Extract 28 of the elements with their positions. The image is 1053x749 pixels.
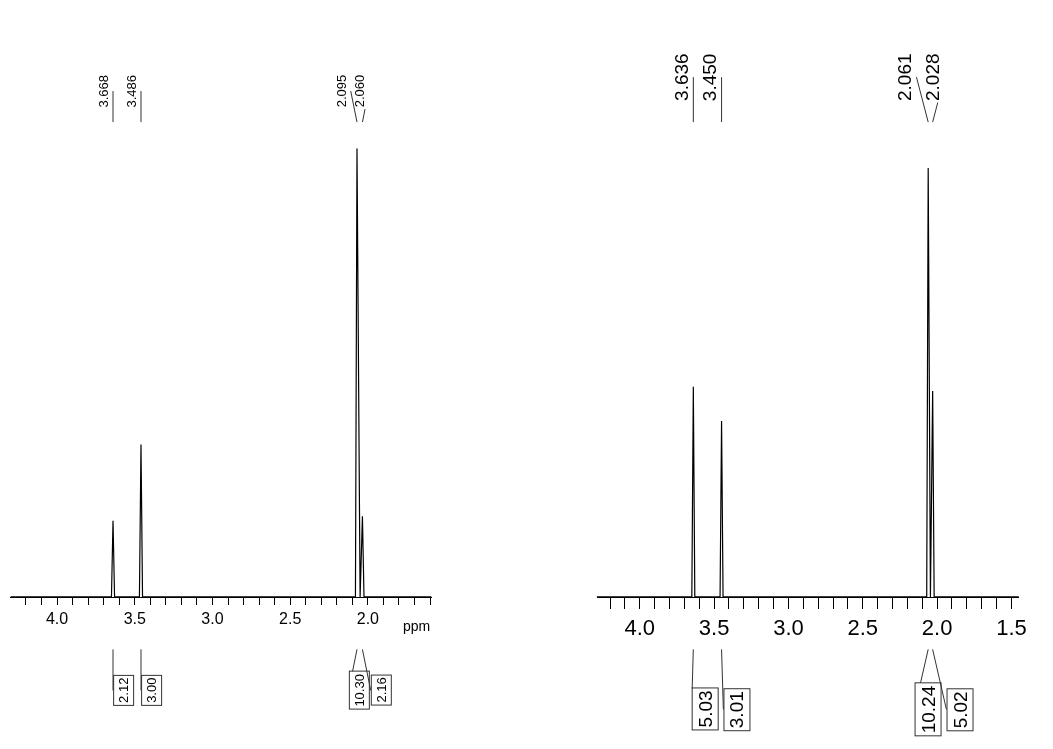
text: 3.636 [670, 53, 692, 101]
text: 5.03 [694, 690, 716, 728]
x-tick-label: 3.5 [698, 615, 730, 641]
x-tick-label: 2.0 [921, 615, 953, 641]
text: 10.30 [351, 674, 367, 707]
text: 10.24 [917, 685, 939, 734]
text: 3.00 [144, 677, 160, 703]
text: 2.060 [352, 74, 368, 108]
text: 3.01 [726, 691, 748, 729]
x-tick-label: 2.5 [847, 615, 879, 641]
text: 2.095 [334, 74, 350, 108]
x-tick-label: 4.0 [624, 615, 656, 641]
text: 3.668 [96, 75, 112, 108]
x-tick-label: 3.0 [773, 615, 804, 641]
text: 5.02 [949, 691, 971, 729]
text: 2.061 [893, 53, 915, 102]
x-tick-label: 3.0 [201, 610, 224, 628]
x-tick-label: 4.0 [45, 610, 69, 628]
x-tick-label: 1.5 [996, 615, 1027, 641]
x-tick-label: 2.0 [356, 610, 380, 628]
text: 2.12 [116, 677, 132, 703]
x-tick-label: 2.5 [279, 610, 302, 628]
text: 2.028 [921, 53, 943, 101]
text: 3.450 [698, 53, 720, 102]
x-tick-label: 3.5 [123, 610, 146, 628]
text: 2.16 [373, 677, 389, 703]
x-axis-title: ppm [403, 618, 431, 634]
text: 3.486 [124, 75, 140, 108]
